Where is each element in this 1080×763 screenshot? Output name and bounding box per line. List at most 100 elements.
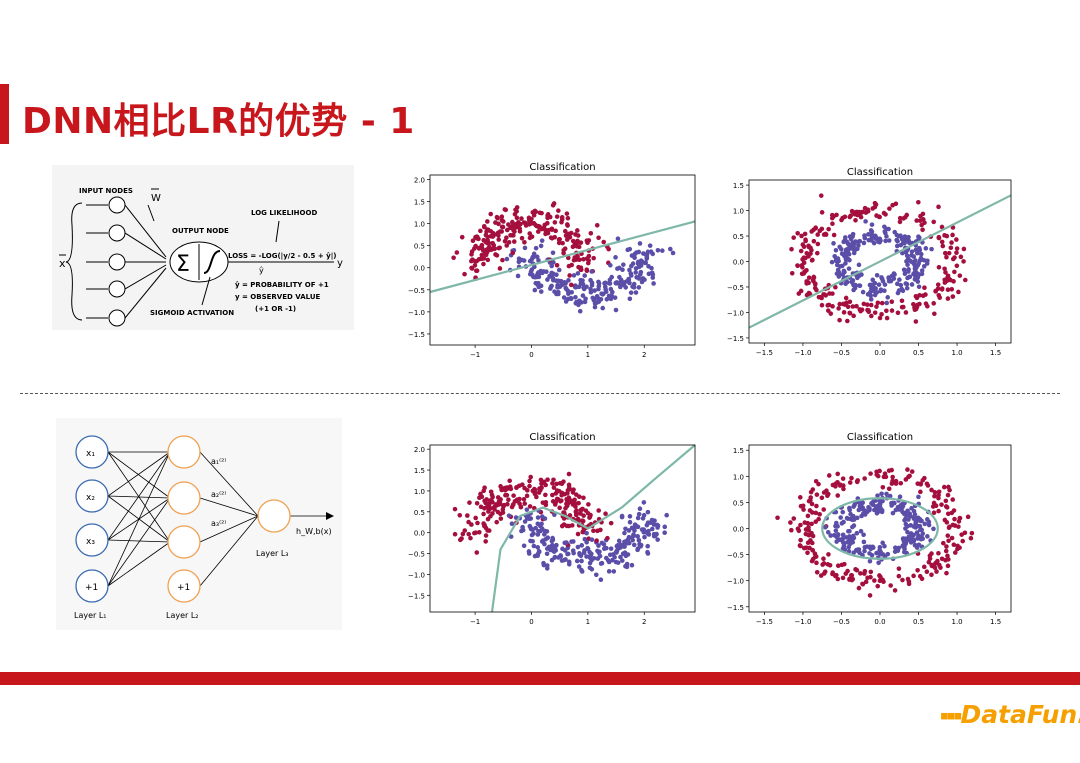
data-point — [878, 574, 883, 580]
data-point — [912, 307, 918, 313]
data-point — [887, 206, 892, 211]
data-point — [850, 240, 855, 246]
data-point — [664, 512, 669, 518]
nn-hidden-label: a₃⁽²⁾ — [211, 519, 226, 528]
data-point — [567, 273, 572, 278]
y-tick-label: 1.0 — [733, 208, 744, 216]
data-point — [936, 292, 942, 298]
data-point — [803, 237, 808, 243]
data-point — [577, 308, 583, 314]
data-point — [813, 510, 819, 516]
data-point — [801, 244, 807, 250]
data-point — [868, 471, 873, 476]
data-point — [630, 537, 635, 543]
data-point — [541, 560, 546, 566]
data-point — [811, 238, 817, 244]
data-point — [806, 275, 812, 280]
data-point — [598, 527, 603, 533]
data-point — [832, 482, 838, 487]
data-point — [941, 484, 947, 490]
data-point — [564, 211, 570, 216]
data-point — [576, 244, 582, 250]
data-point — [886, 486, 892, 492]
data-point — [843, 295, 849, 301]
data-point — [952, 255, 957, 260]
data-point — [535, 545, 541, 550]
data-point — [568, 296, 574, 302]
nn-hidden-label: a₁⁽²⁾ — [211, 457, 226, 466]
data-point — [801, 271, 807, 276]
data-point — [820, 562, 825, 567]
data-point — [527, 483, 532, 489]
data-point — [831, 241, 836, 246]
data-point — [633, 270, 639, 275]
data-point — [625, 247, 631, 253]
data-point — [944, 254, 949, 260]
data-point — [834, 262, 840, 268]
data-point — [865, 208, 871, 214]
data-point — [842, 214, 848, 220]
data-point — [604, 296, 610, 302]
data-point — [882, 229, 888, 234]
data-point — [899, 237, 905, 242]
output-symbol: y — [337, 258, 343, 269]
nn-input-node — [75, 523, 109, 557]
data-point — [598, 577, 604, 582]
data-point — [929, 562, 934, 568]
data-point — [845, 568, 850, 574]
data-point — [496, 237, 502, 242]
input-nodes-label: INPUT NODES — [79, 187, 133, 195]
data-point — [945, 296, 951, 301]
data-point — [454, 250, 460, 255]
data-point — [621, 280, 627, 285]
data-point — [530, 488, 536, 494]
data-point — [642, 277, 647, 283]
data-point — [946, 525, 952, 531]
data-point — [608, 520, 614, 526]
data-point — [566, 278, 571, 283]
data-point — [903, 526, 908, 531]
data-point — [594, 538, 599, 543]
data-point — [564, 503, 570, 509]
data-point — [950, 522, 956, 528]
data-point — [575, 531, 581, 537]
data-point — [582, 273, 587, 278]
data-point — [614, 550, 619, 555]
data-point — [907, 514, 913, 519]
data-point — [916, 245, 922, 251]
data-point — [499, 229, 505, 234]
y-tick-label: 0.5 — [414, 243, 425, 251]
data-point — [945, 287, 951, 292]
data-point — [949, 535, 955, 541]
data-point — [904, 212, 910, 218]
data-point — [626, 277, 632, 283]
data-point — [952, 550, 958, 555]
data-point — [865, 307, 870, 313]
data-point — [542, 541, 547, 547]
data-point — [611, 569, 617, 574]
data-point — [573, 285, 578, 290]
data-point — [830, 570, 836, 575]
data-point — [946, 484, 951, 490]
data-point — [596, 543, 601, 548]
data-point — [489, 498, 494, 503]
y-tick-label: 0.0 — [414, 530, 425, 538]
data-point — [945, 553, 950, 559]
data-point — [885, 295, 891, 300]
data-point — [649, 526, 655, 532]
data-point — [529, 220, 535, 226]
layer3-label: Layer L₃ — [256, 549, 289, 558]
data-point — [931, 301, 937, 306]
plot-frame — [429, 444, 696, 613]
data-point — [884, 300, 890, 306]
data-point — [865, 575, 870, 581]
datafun-logo: ▪▪▪DataFun. — [940, 700, 1080, 729]
data-point — [835, 563, 841, 569]
data-point — [615, 236, 621, 242]
data-point — [514, 205, 520, 210]
data-point — [481, 488, 486, 494]
data-point — [522, 519, 528, 524]
data-point — [874, 550, 879, 556]
x-tick-label: −1.5 — [756, 618, 773, 626]
data-point — [913, 267, 918, 272]
